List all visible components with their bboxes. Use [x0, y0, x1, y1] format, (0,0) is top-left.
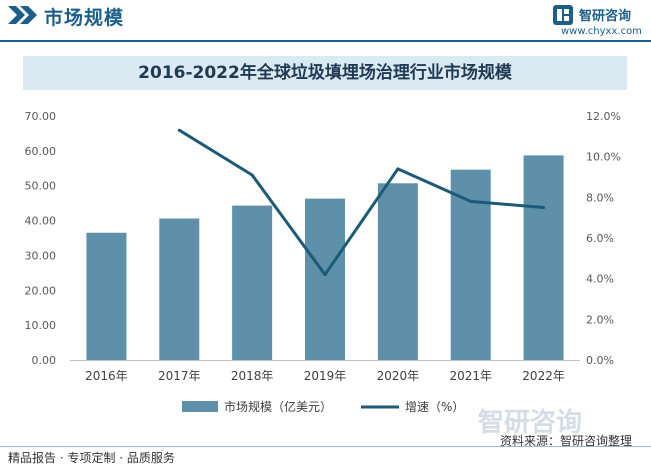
- x-tick-label: 2018年: [231, 369, 274, 383]
- legend-label-market-size: 市场规模（亿美元）: [224, 399, 332, 414]
- chart-title: 2016-2022年全球垃圾填埋场治理行业市场规模: [138, 63, 512, 83]
- y-left-tick-label: 30.00: [25, 249, 57, 262]
- footer-divider: [0, 446, 651, 447]
- page-header: 市场规模 智研咨询 www.chyxx.com: [0, 0, 651, 37]
- x-tick-label: 2021年: [449, 369, 492, 383]
- y-right-tick-label: 10.0%: [586, 151, 621, 164]
- page-title: 市场规模: [44, 7, 125, 29]
- data-source: 资料来源：智研咨询整理: [500, 434, 633, 448]
- y-right-tick-label: 6.0%: [586, 232, 614, 245]
- bar: [377, 183, 418, 360]
- y-left-tick-label: 40.00: [25, 215, 57, 228]
- bar: [86, 232, 127, 360]
- chart-title-band: 2016-2022年全球垃圾填埋场治理行业市场规模: [23, 56, 627, 90]
- y-left-tick-label: 60.00: [25, 145, 57, 158]
- bar: [450, 169, 491, 360]
- brand-logo-icon: [553, 5, 573, 25]
- header-divider: [0, 40, 651, 42]
- x-tick-label: 2020年: [377, 369, 420, 383]
- y-left-tick-label: 0.00: [32, 354, 57, 367]
- growth-rate-point: [542, 206, 546, 209]
- growth-rate-point: [396, 167, 400, 171]
- y-right-tick-label: 4.0%: [586, 273, 614, 286]
- y-left-tick-label: 50.00: [25, 180, 57, 193]
- legend-swatch-bar: [182, 401, 218, 412]
- bar: [232, 205, 273, 360]
- y-right-tick-label: 0.0%: [586, 354, 614, 367]
- y-right-tick-label: 2.0%: [586, 313, 614, 326]
- growth-rate-line: [178, 128, 544, 277]
- footer-watermark-logo: 智研咨询: [478, 408, 583, 438]
- y-right-tick-label: 12.0%: [586, 110, 621, 123]
- brand-name: 智研咨询: [579, 9, 632, 24]
- double-chevron-icon: [8, 6, 37, 24]
- growth-rate-point: [323, 273, 327, 277]
- y-left-tick-label: 70.00: [25, 110, 57, 123]
- bar: [523, 155, 564, 360]
- x-tick-label: 2022年: [522, 369, 565, 383]
- growth-rate-point: [469, 199, 473, 203]
- legend-label-growth-rate: 增速（%）: [405, 400, 464, 414]
- footer-tagline: 精品报告 · 专项定制 · 品质服务: [8, 451, 175, 465]
- y-left-tick-label: 10.00: [25, 319, 57, 332]
- x-tick-label: 2017年: [158, 369, 201, 383]
- bar: [159, 218, 200, 360]
- bar: [305, 198, 345, 360]
- x-tick-label: 2016年: [85, 369, 128, 383]
- y-left-tick-label: 20.00: [25, 284, 57, 297]
- growth-rate-point: [177, 128, 181, 132]
- y-right-tick-label: 8.0%: [586, 191, 614, 204]
- x-tick-label: 2019年: [304, 369, 347, 383]
- brand-url: www.chyxx.com: [561, 26, 642, 37]
- combo-chart: 0.00 10.00 20.00 30.00 40.00 50.00 60.00 70.00 0…: [25, 110, 621, 414]
- growth-rate-point: [250, 173, 254, 177]
